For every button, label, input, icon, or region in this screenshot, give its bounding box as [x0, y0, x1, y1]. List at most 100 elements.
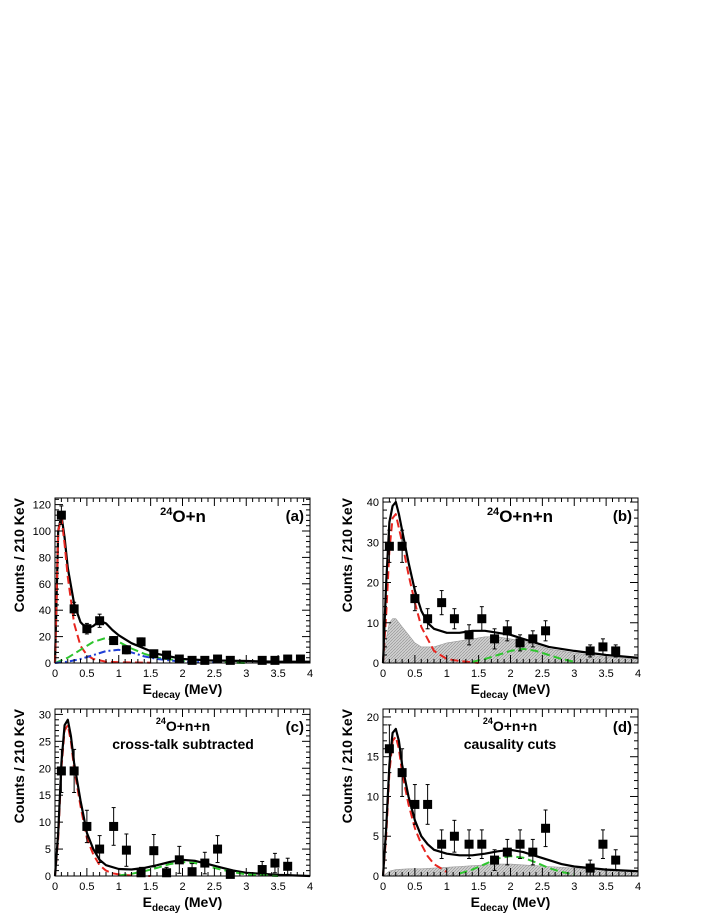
- y-tick-label: 10: [39, 817, 51, 829]
- x-tick-label: 0: [380, 881, 386, 893]
- data-point: [283, 861, 293, 871]
- data-point: [295, 654, 305, 664]
- y-tick-label: 40: [367, 497, 379, 509]
- y-tick-label: 20: [39, 763, 51, 775]
- x-tick-label: 3.5: [270, 881, 285, 893]
- y-tick-label: 15: [39, 790, 51, 802]
- data-point: [449, 831, 459, 841]
- fit-curve-dashdot-3: [54, 648, 215, 664]
- x-axis-label: Edecay (MeV): [471, 681, 551, 701]
- x-axis-label-sub: decay: [152, 690, 181, 701]
- y-tick-label: 20: [367, 578, 379, 590]
- data-point: [585, 863, 595, 873]
- data-point: [423, 614, 433, 624]
- data-point: [598, 642, 608, 652]
- data-point: [611, 855, 621, 865]
- data-point: [397, 768, 407, 778]
- panel-subtitle: cross-talk subtracted: [112, 736, 254, 752]
- data-point: [213, 654, 223, 664]
- y-tick-label: 0: [45, 658, 51, 670]
- x-tick-label: 1: [444, 668, 450, 680]
- data-point: [490, 855, 500, 865]
- x-tick-label: 0: [380, 668, 386, 680]
- x-axis-label-sub: decay: [480, 690, 509, 701]
- x-axis-label-unit: (MeV): [180, 681, 222, 697]
- panel-title: 24O+n+n: [487, 506, 553, 526]
- y-tick-label: 0: [373, 658, 379, 670]
- data-point: [82, 624, 92, 634]
- x-tick-label: 1.5: [471, 668, 486, 680]
- panel-label: (d): [613, 719, 632, 736]
- data-point: [437, 598, 447, 608]
- y-tick-label: 30: [39, 709, 51, 721]
- x-axis-label: Edecay (MeV): [471, 894, 551, 913]
- x-tick-label: 0: [52, 668, 58, 680]
- panel-label: (c): [286, 719, 304, 736]
- x-tick-label: 1.5: [471, 881, 486, 893]
- data-point: [136, 637, 146, 647]
- data-point: [384, 541, 394, 551]
- y-tick-label: 0: [45, 871, 51, 883]
- x-tick-label: 0.5: [407, 668, 422, 680]
- data-point: [200, 858, 210, 868]
- data-point: [149, 846, 159, 856]
- data-point: [174, 855, 184, 865]
- data-point: [69, 766, 79, 776]
- data-point: [187, 655, 197, 665]
- x-tick-label: 0: [52, 881, 58, 893]
- data-point: [598, 839, 608, 849]
- chart-panel-d: 0 0.5 1 1.5 2 2.5 3 3.5 4 0 5 10 15 20 Counts / 210 Ke…: [339, 708, 641, 913]
- y-tick-label: 0: [373, 871, 379, 883]
- x-tick-label: 1.5: [143, 668, 158, 680]
- data-point: [187, 867, 197, 877]
- x-axis-label-unit: (MeV): [508, 681, 550, 697]
- y-axis-label: Counts / 210 KeV: [11, 497, 27, 612]
- y-axis-label: Counts / 210 KeV: [11, 708, 27, 823]
- x-tick-label: 2: [507, 668, 513, 680]
- fit-curve-dashed-2: [459, 855, 575, 876]
- x-tick-label: 2.5: [535, 881, 550, 893]
- data-point: [541, 823, 551, 833]
- data-point: [490, 634, 500, 644]
- data-point: [477, 839, 487, 849]
- data-point: [585, 646, 595, 656]
- x-axis-label-main: E: [143, 681, 152, 697]
- x-axis-label-unit: (MeV): [508, 894, 550, 910]
- data-point: [95, 844, 105, 854]
- fit-curve-dashed-2: [54, 636, 247, 664]
- fit-curve-total-0: [53, 514, 310, 664]
- data-point: [95, 616, 105, 626]
- data-point: [121, 645, 131, 655]
- x-tick-label: 0.5: [407, 881, 422, 893]
- data-point: [225, 655, 235, 665]
- data-point: [56, 510, 66, 520]
- data-point: [515, 638, 525, 648]
- x-tick-label: 2.5: [207, 881, 222, 893]
- y-tick-label: 100: [33, 526, 51, 538]
- x-tick-label: 3: [243, 668, 249, 680]
- data-point: [541, 626, 551, 636]
- x-tick-label: 2.5: [207, 668, 222, 680]
- data-point: [449, 614, 459, 624]
- panel-title: 24O+n: [160, 506, 206, 526]
- chart-panel-c: 0 0.5 1 1.5 2 2.5 3 3.5 4 0 5 10 15 20 25 30 Counts / 21…: [11, 708, 313, 913]
- x-axis-label-main: E: [143, 894, 152, 910]
- x-axis-label: Edecay (MeV): [143, 681, 223, 701]
- panel-title: 24O+n+n: [483, 716, 537, 734]
- y-tick-label: 15: [367, 752, 379, 764]
- x-tick-label: 3: [243, 881, 249, 893]
- data-point: [257, 865, 267, 875]
- panel-title-main: O+n+n: [493, 718, 537, 734]
- x-tick-label: 2.5: [535, 668, 550, 680]
- panel-title-sup: 24: [487, 506, 500, 518]
- panel-title-sup: 24: [160, 506, 173, 518]
- x-tick-label: 3.5: [598, 668, 613, 680]
- data-point: [464, 839, 474, 849]
- x-tick-label: 4: [307, 668, 313, 680]
- data-point: [174, 654, 184, 664]
- x-tick-label: 1: [116, 881, 122, 893]
- x-axis-label-main: E: [471, 894, 480, 910]
- y-tick-label: 80: [39, 552, 51, 564]
- data-point: [423, 799, 433, 809]
